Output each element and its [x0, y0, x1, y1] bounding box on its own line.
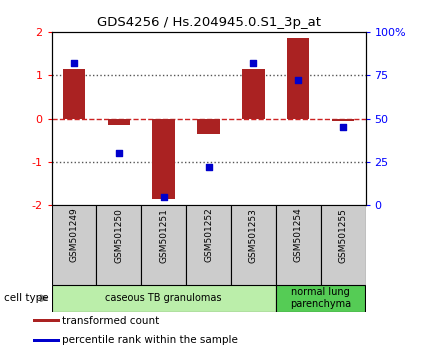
- Text: caseous TB granulomas: caseous TB granulomas: [105, 293, 222, 303]
- Text: GSM501254: GSM501254: [294, 208, 303, 262]
- Bar: [52, 205, 96, 285]
- Title: GDS4256 / Hs.204945.0.S1_3p_at: GDS4256 / Hs.204945.0.S1_3p_at: [97, 16, 320, 29]
- Bar: [33, 319, 60, 322]
- Text: GSM501251: GSM501251: [159, 208, 168, 263]
- Bar: [63, 69, 85, 119]
- Text: GSM501252: GSM501252: [204, 208, 213, 262]
- Point: [340, 125, 347, 130]
- Bar: [96, 205, 141, 285]
- Point: [250, 60, 257, 66]
- Point: [295, 78, 302, 83]
- Bar: [321, 205, 365, 285]
- Bar: [197, 119, 220, 134]
- Bar: [276, 205, 321, 285]
- Point: [115, 150, 122, 156]
- Bar: [276, 285, 366, 312]
- Text: transformed count: transformed count: [62, 316, 160, 326]
- Bar: [52, 285, 276, 312]
- Text: normal lung
parenchyma: normal lung parenchyma: [290, 287, 351, 309]
- Text: GSM501255: GSM501255: [338, 208, 347, 263]
- Point: [71, 60, 77, 66]
- Bar: [186, 205, 231, 285]
- Bar: [141, 205, 186, 285]
- Bar: [242, 69, 264, 119]
- Bar: [108, 119, 130, 125]
- Text: percentile rank within the sample: percentile rank within the sample: [62, 335, 238, 345]
- Bar: [287, 38, 310, 119]
- Text: GSM501249: GSM501249: [70, 208, 79, 262]
- Bar: [231, 205, 276, 285]
- Bar: [33, 339, 60, 342]
- Point: [205, 164, 212, 170]
- Text: GSM501250: GSM501250: [114, 208, 123, 263]
- Text: GSM501253: GSM501253: [249, 208, 258, 263]
- Text: cell type: cell type: [4, 293, 49, 303]
- Bar: [153, 119, 175, 199]
- Point: [160, 194, 167, 200]
- Bar: [332, 119, 354, 121]
